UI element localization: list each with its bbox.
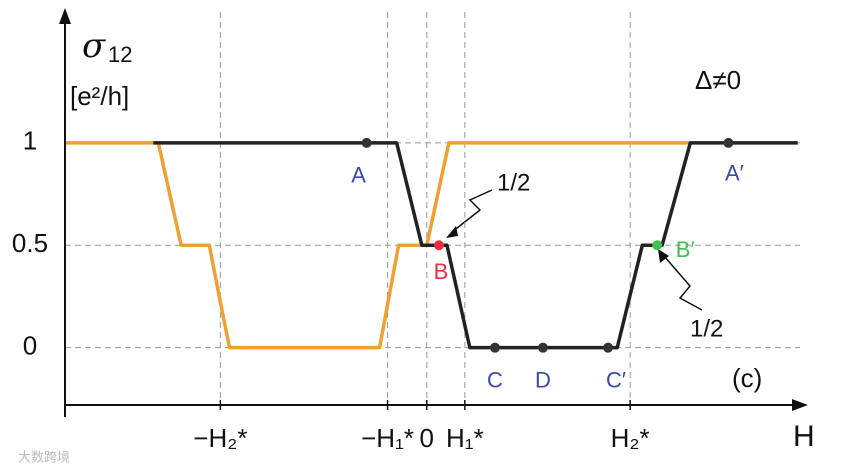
point <box>433 240 444 251</box>
point-label: B <box>434 259 449 284</box>
y-tick-label: 1 <box>23 126 37 156</box>
watermark: 大数跨境 <box>18 449 70 464</box>
x-axis-arrow <box>792 399 808 411</box>
arrow <box>451 189 493 233</box>
half-label: 1/2 <box>497 169 530 196</box>
panel-label: (c) <box>732 363 762 393</box>
arrow <box>663 255 703 311</box>
x-label: H <box>793 420 815 453</box>
y-tick-label: 0.5 <box>12 228 48 258</box>
point <box>537 342 548 353</box>
y-tick-label: 0 <box>23 331 37 361</box>
x-tick-label: −H₂* <box>193 423 247 453</box>
x-tick-label: −H₁* <box>361 423 414 453</box>
point-label: B′ <box>676 237 695 262</box>
point-label: D <box>535 367 551 392</box>
point-label: A <box>351 163 366 188</box>
x-tick-label: 0 <box>420 423 434 453</box>
point-label: C′ <box>606 367 626 392</box>
x-tick-label: H₂* <box>611 423 650 453</box>
half-label: 1/2 <box>690 315 723 342</box>
condition: Δ≠0 <box>695 65 741 95</box>
point <box>723 137 734 148</box>
arrow-head <box>658 249 669 263</box>
point <box>489 342 500 353</box>
point-label: C <box>487 367 503 392</box>
y-label-symbol: σ <box>82 26 106 66</box>
x-tick-label: H₁* <box>446 423 484 453</box>
y-label-subscript: 12 <box>108 42 132 67</box>
point <box>361 137 372 148</box>
point <box>652 240 663 251</box>
curve <box>66 141 693 350</box>
arrow-head <box>446 226 458 238</box>
point <box>603 342 614 353</box>
point-label: A′ <box>725 161 744 186</box>
y-axis-arrow <box>59 8 71 24</box>
y-unit: [e²/h] <box>70 81 129 111</box>
